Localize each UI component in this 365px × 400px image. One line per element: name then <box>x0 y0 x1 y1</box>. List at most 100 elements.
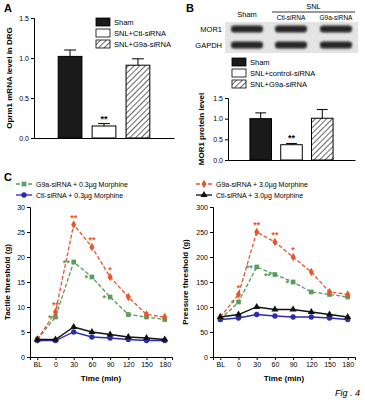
y-axis-title: Tactile threshold (g) <box>3 244 12 320</box>
error-bar-cap <box>317 109 328 110</box>
marker <box>235 310 242 316</box>
marker <box>71 329 76 334</box>
western-blot: MOR1GAPDHShamCtl-siRNAG9a-siRNASNL <box>195 2 358 53</box>
blot-band <box>320 42 352 49</box>
x-tick-label: 0 <box>237 361 241 368</box>
x-tick-mark <box>275 357 276 360</box>
legend-swatch <box>96 40 110 48</box>
blot-background <box>225 22 358 53</box>
y-tick: 150 <box>196 279 213 286</box>
y-tick: 0.5 <box>213 136 228 143</box>
marker <box>273 272 278 277</box>
plot-area <box>58 50 150 138</box>
marker <box>108 295 113 300</box>
legend-marker <box>200 191 207 197</box>
error-bar <box>132 59 144 65</box>
legend-item: SNL+G9a-siRNA <box>96 40 171 49</box>
y-axis-title: MOR1 protein level <box>197 93 206 165</box>
blot-band <box>275 42 307 49</box>
x-tick-mark <box>110 357 111 360</box>
x-tick-mark <box>92 357 93 360</box>
line-chart: ************051015202530BL03060901201501… <box>17 204 172 368</box>
legend-marker <box>21 192 26 197</box>
y-tick: 0.5 <box>19 95 34 102</box>
x-tick-mark <box>311 357 312 360</box>
marker <box>272 313 277 318</box>
legend: G9a-siRNA + 0.3µg Morphine G9a-siRNA + 3.… <box>16 180 308 200</box>
x-tick-label: BL <box>34 361 43 368</box>
x-tick-label: 180 <box>159 361 171 368</box>
y-tick-label: 1.5 <box>213 95 223 102</box>
plot-area <box>34 220 169 344</box>
y-tick-mark <box>27 332 30 333</box>
marker <box>309 268 314 277</box>
y-tick: 1.0 <box>19 55 34 62</box>
y-tick-mark <box>27 207 30 208</box>
significance: * <box>84 273 88 283</box>
legend-label: SNL+G9a-siRNA <box>250 80 307 89</box>
marker <box>308 308 315 314</box>
marker <box>309 314 314 319</box>
significance: * <box>48 313 52 323</box>
legend-marker <box>201 180 206 189</box>
y-tick-mark <box>31 138 34 139</box>
panel-label: C <box>4 171 12 183</box>
y-tick-mark <box>210 332 213 333</box>
marker <box>144 310 149 319</box>
y-tick: 0.0 <box>19 135 34 142</box>
x-tick-label: 90 <box>107 361 115 368</box>
y-tick-mark <box>27 232 30 233</box>
marker <box>290 305 297 311</box>
legend: ShamSNL+control-siRNASNL+G9a-siRNA <box>232 58 315 89</box>
x-axis-line <box>31 358 173 361</box>
x-tick-label: 120 <box>123 361 135 368</box>
x-tick: 90 <box>290 357 298 368</box>
x-tick: 120 <box>306 357 318 368</box>
y-tick: 0.0 <box>213 157 228 164</box>
x-tick: 90 <box>107 357 115 368</box>
significance: ** <box>70 213 78 223</box>
error-bar-stem <box>322 110 323 119</box>
error-bar <box>98 124 110 126</box>
legend-label: G9a-siRNA + 0.3µg Morphine <box>36 181 128 189</box>
y-tick-mark <box>31 58 34 59</box>
y-tick-label: 250 <box>196 229 208 236</box>
x-tick: 60 <box>271 357 279 368</box>
marker <box>326 310 333 316</box>
y-axis-title: Pressure threshold (g) <box>181 239 190 325</box>
series-line <box>220 232 347 317</box>
marker <box>254 312 259 317</box>
legend-label: Sham <box>250 58 270 67</box>
legend-swatch <box>232 80 246 88</box>
legend-label: SNL+Ctl-siRNA <box>114 29 166 38</box>
y-tick-label: 1.5 <box>19 15 29 22</box>
y-tick-mark <box>210 257 213 258</box>
blot-band <box>231 26 263 33</box>
marker <box>253 303 260 309</box>
legend-label: SNL+G9a-siRNA <box>114 40 171 49</box>
x-tick: 150 <box>324 357 336 368</box>
y-tick: 50 <box>200 329 213 336</box>
marker <box>88 328 95 334</box>
significance: * <box>291 245 295 255</box>
y-tick-mark <box>27 282 30 283</box>
y-tick: 300 <box>196 204 213 211</box>
annotations: ** <box>288 133 296 143</box>
legend-swatch <box>96 29 110 37</box>
y-tick-label: 50 <box>200 329 208 336</box>
y-tick: 0 <box>21 354 30 361</box>
series-line <box>37 262 164 340</box>
y-tick-label: 0.5 <box>19 95 29 102</box>
x-tick: 120 <box>123 357 135 368</box>
y-tick: 20 <box>17 254 30 261</box>
legend-item: SNL+Ctl-siRNA <box>96 29 166 38</box>
y-tick-label: 5 <box>21 329 25 336</box>
error-bar-stem <box>260 113 261 119</box>
significance: * <box>231 298 235 308</box>
x-tick-label: 0 <box>54 361 58 368</box>
y-tick-mark <box>210 207 213 208</box>
legend-label: G9a-siRNA + 3.0µg Morphine <box>216 181 308 189</box>
y-tick: 250 <box>196 229 213 236</box>
x-tick-mark <box>37 357 38 360</box>
blot-lane-label: Ctl-siRNA <box>277 14 306 21</box>
